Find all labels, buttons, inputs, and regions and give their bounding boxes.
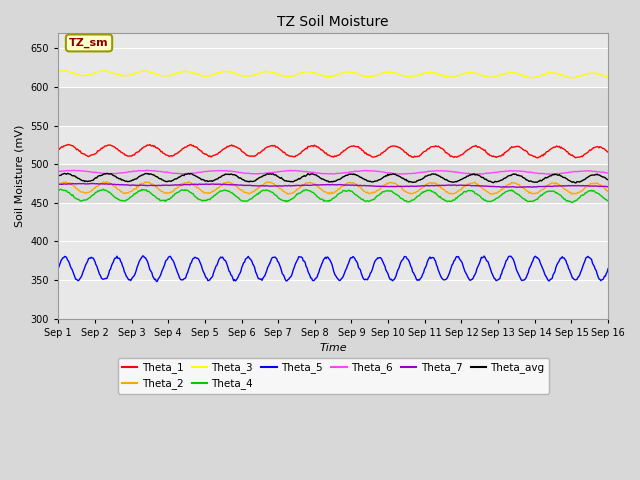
Theta_avg — [152, 174, 160, 180]
Line: Theta_3: Theta_3 — [58, 71, 608, 78]
Theta_6 — [54, 168, 62, 174]
Theta_6 — [471, 171, 479, 177]
Theta_7 — [513, 184, 521, 190]
Theta_7 — [304, 182, 312, 188]
Theta_2 — [604, 188, 612, 194]
Theta_5 — [380, 262, 388, 268]
Line: Theta_6: Theta_6 — [58, 170, 608, 174]
Theta_4 — [568, 200, 576, 205]
Bar — [58, 164, 608, 203]
Theta_3 — [196, 72, 204, 78]
Line: Theta_5: Theta_5 — [58, 256, 608, 282]
Theta_2 — [54, 182, 62, 188]
Theta_1 — [380, 149, 387, 155]
Theta_7 — [469, 183, 477, 189]
Theta_2 — [422, 181, 430, 187]
Theta_3 — [60, 68, 68, 73]
Theta_avg — [304, 171, 312, 177]
X-axis label: Time: Time — [319, 343, 347, 353]
Theta_3 — [469, 70, 477, 76]
Theta_avg — [469, 171, 477, 177]
Theta_1 — [152, 145, 160, 151]
Theta_6 — [604, 170, 612, 176]
Theta_5 — [424, 259, 431, 265]
Theta_avg — [61, 170, 68, 176]
Theta_6 — [422, 169, 430, 175]
Theta_7 — [380, 184, 387, 190]
Theta_3 — [152, 72, 160, 77]
Theta_3 — [54, 69, 62, 74]
Theta_1 — [65, 142, 72, 147]
Theta_5 — [305, 270, 313, 276]
Theta_1 — [534, 155, 541, 161]
Theta_avg — [54, 173, 62, 179]
Theta_7 — [90, 180, 98, 186]
Theta_4 — [152, 195, 160, 201]
Theta_5 — [470, 273, 478, 279]
Theta_6 — [380, 169, 387, 175]
Bar — [58, 87, 608, 126]
Theta_7 — [54, 181, 62, 187]
Theta_1 — [304, 144, 312, 149]
Theta_avg — [422, 173, 430, 179]
Theta_1 — [604, 149, 612, 155]
Theta_7 — [422, 183, 430, 189]
Line: Theta_7: Theta_7 — [58, 183, 608, 187]
Theta_3 — [380, 70, 387, 76]
Legend: Theta_1, Theta_2, Theta_3, Theta_4, Theta_5, Theta_6, Theta_7, Theta_avg: Theta_1, Theta_2, Theta_3, Theta_4, Thet… — [118, 358, 548, 394]
Y-axis label: Soil Moisture (mV): Soil Moisture (mV) — [15, 125, 25, 227]
Theta_avg — [572, 180, 580, 186]
Theta_2 — [185, 179, 193, 185]
Title: TZ Soil Moisture: TZ Soil Moisture — [277, 15, 389, 29]
Theta_1 — [422, 148, 430, 154]
Theta_5 — [139, 253, 147, 259]
Theta_6 — [196, 169, 204, 175]
Theta_4 — [196, 197, 204, 203]
Theta_4 — [304, 187, 312, 193]
Theta_7 — [196, 181, 204, 187]
Theta_3 — [604, 74, 612, 80]
Theta_5 — [604, 266, 612, 272]
Theta_6 — [304, 169, 312, 175]
Theta_4 — [54, 187, 62, 193]
Theta_avg — [196, 176, 204, 181]
Theta_2 — [304, 180, 312, 186]
Line: Theta_avg: Theta_avg — [58, 173, 608, 183]
Theta_2 — [488, 192, 496, 197]
Theta_avg — [604, 177, 612, 183]
Theta_3 — [304, 69, 312, 75]
Theta_5 — [152, 279, 160, 285]
Theta_7 — [152, 182, 160, 188]
Theta_5 — [154, 278, 161, 284]
Theta_2 — [196, 187, 204, 192]
Theta_4 — [469, 189, 477, 194]
Theta_1 — [196, 148, 204, 154]
Theta_1 — [469, 144, 477, 149]
Theta_5 — [54, 265, 62, 271]
Theta_2 — [152, 183, 159, 189]
Theta_avg — [380, 175, 387, 180]
Theta_2 — [380, 183, 387, 189]
Line: Theta_2: Theta_2 — [58, 182, 608, 194]
Theta_6 — [469, 171, 477, 177]
Line: Theta_1: Theta_1 — [58, 144, 608, 158]
Theta_4 — [99, 186, 107, 192]
Theta_4 — [422, 188, 430, 194]
Theta_7 — [604, 184, 612, 190]
Theta_6 — [143, 168, 150, 173]
Theta_1 — [54, 147, 62, 153]
Theta_3 — [570, 75, 578, 81]
Theta_3 — [422, 70, 430, 75]
Line: Theta_4: Theta_4 — [58, 189, 608, 203]
Theta_4 — [380, 189, 387, 194]
Theta_4 — [604, 198, 612, 204]
Text: TZ_sm: TZ_sm — [69, 38, 109, 48]
Theta_6 — [152, 168, 160, 174]
Theta_2 — [469, 180, 477, 186]
Theta_5 — [198, 263, 205, 269]
